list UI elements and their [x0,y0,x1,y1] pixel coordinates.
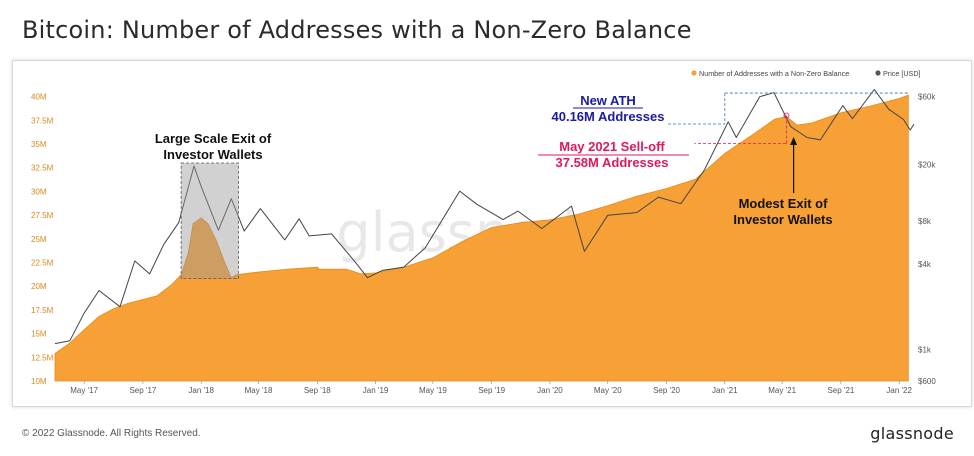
legend-label: Number of Addresses with a Non-Zero Bala… [699,69,849,78]
right-axis-tick-label: $60k [918,93,936,102]
brand-logo-text: glassnode [870,424,954,443]
right-axis-tick-label: $4k [918,260,932,269]
left-axis-tick-label: 15M [31,330,47,339]
x-axis-tick-label: Sep '18 [304,386,331,395]
x-axis-tick-label: Jan '21 [712,386,738,395]
annotation-modest-line2: Investor Wallets [733,212,832,227]
left-axis-tick-label: 20M [31,282,47,291]
annotation-ath-line1: New ATH [580,93,636,108]
x-axis-tick-label: Sep '17 [129,386,156,395]
annotation-selloff-bg [529,137,695,170]
annotation-selloff-line1: May 2021 Sell-off [559,139,665,154]
right-axis-tick-label: $8k [918,217,932,226]
right-axis-tick-label: $20k [918,161,936,170]
x-axis-tick-label: Jan '19 [363,386,389,395]
left-axis-tick-label: 25M [31,235,47,244]
x-axis-tick-label: May '18 [245,386,273,395]
x-axis-tick-label: Sep '20 [653,386,680,395]
x-axis-tick-label: Sep '21 [827,386,854,395]
left-axis-tick-label: 27.5M [31,211,54,220]
selloff-marker [783,112,790,119]
annotation-modest-line1: Modest Exit of [739,196,829,211]
left-axis-tick-label: 37.5M [31,116,54,125]
annotation-modest-arrowhead [790,137,798,145]
x-axis-tick-label: Jan '18 [188,386,214,395]
legend-marker [875,70,881,76]
chart-svg: glassnode10M12.5M15M17.5M20M22.5M25M27.5… [31,69,936,395]
annotation-large-exit-line1: Large Scale Exit of [155,131,272,146]
annotation-ath-line2: 40.16M Addresses [552,109,665,124]
x-axis-tick-label: Jan '22 [886,386,912,395]
annotation-large-exit-line2: Investor Wallets [163,147,262,162]
legend-label: Price [USD] [883,69,921,78]
left-axis-tick-label: 17.5M [31,306,54,315]
x-axis-tick-label: Sep '19 [478,386,505,395]
x-axis-tick-label: May '17 [70,386,98,395]
x-axis-tick-label: Jan '20 [537,386,563,395]
chart-panel: glassnode 10M 12.5M 15M 17.5M 20M 22.5M 25M 27.5… [12,60,972,407]
x-axis-tick-label: May '19 [419,386,447,395]
left-axis-tick-label: 35M [31,140,47,149]
x-axis-tick-label: May '20 [594,386,622,395]
left-axis-tick-label: 12.5M [31,353,54,362]
left-axis-tick-label: 30M [31,187,47,196]
x-axis-tick-label: May '21 [768,386,796,395]
legend-marker [691,70,697,76]
left-axis-tick-label: 32.5M [31,164,54,173]
exit-highlight-box [180,162,239,280]
annotation-selloff-line2: 37.58M Addresses [556,155,669,170]
right-axis-tick-label: $600 [918,377,936,386]
page-title: Bitcoin: Number of Addresses with a Non-… [22,16,692,44]
left-axis-tick-label: 10M [31,377,47,386]
left-axis-tick-label: 40M [31,93,47,102]
left-axis-tick-label: 22.5M [31,258,54,267]
right-axis-tick-label: $1k [918,345,932,354]
copyright-text: © 2022 Glassnode. All Rights Reserved. [22,428,201,439]
